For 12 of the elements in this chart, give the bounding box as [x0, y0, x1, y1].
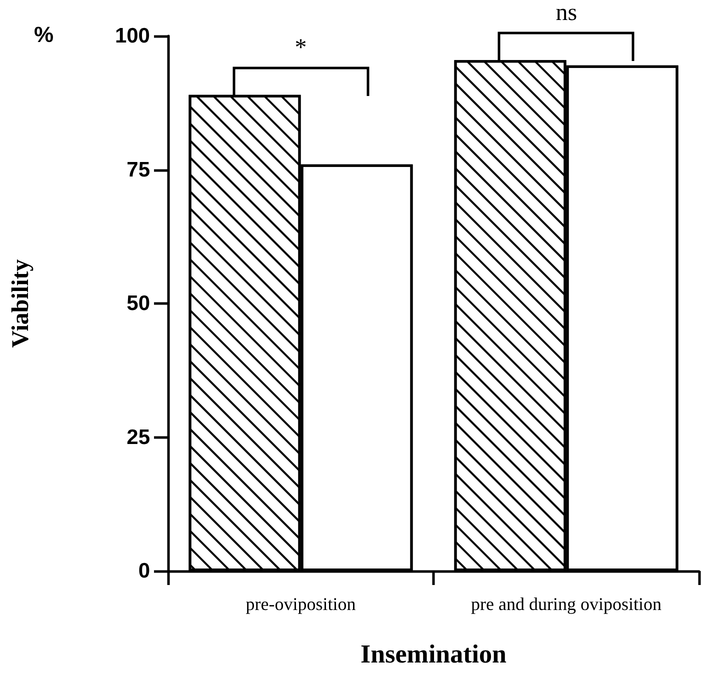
- y-tick-label: 25: [126, 426, 150, 449]
- y-tick-label: 100: [114, 24, 150, 48]
- y-tick-label: 0: [138, 560, 150, 582]
- x-tick-label: pre and during oviposition: [471, 594, 662, 614]
- x-axis-title: Insemination: [360, 640, 507, 668]
- y-axis-title: Viability: [8, 259, 34, 348]
- y-tick-label: 75: [126, 158, 150, 182]
- x-tick-label: pre-oviposition: [246, 594, 356, 614]
- y-tick-label: 50: [126, 292, 150, 315]
- text: ns: [556, 0, 578, 28]
- annotation: *: [294, 34, 307, 62]
- text: %: [34, 22, 54, 48]
